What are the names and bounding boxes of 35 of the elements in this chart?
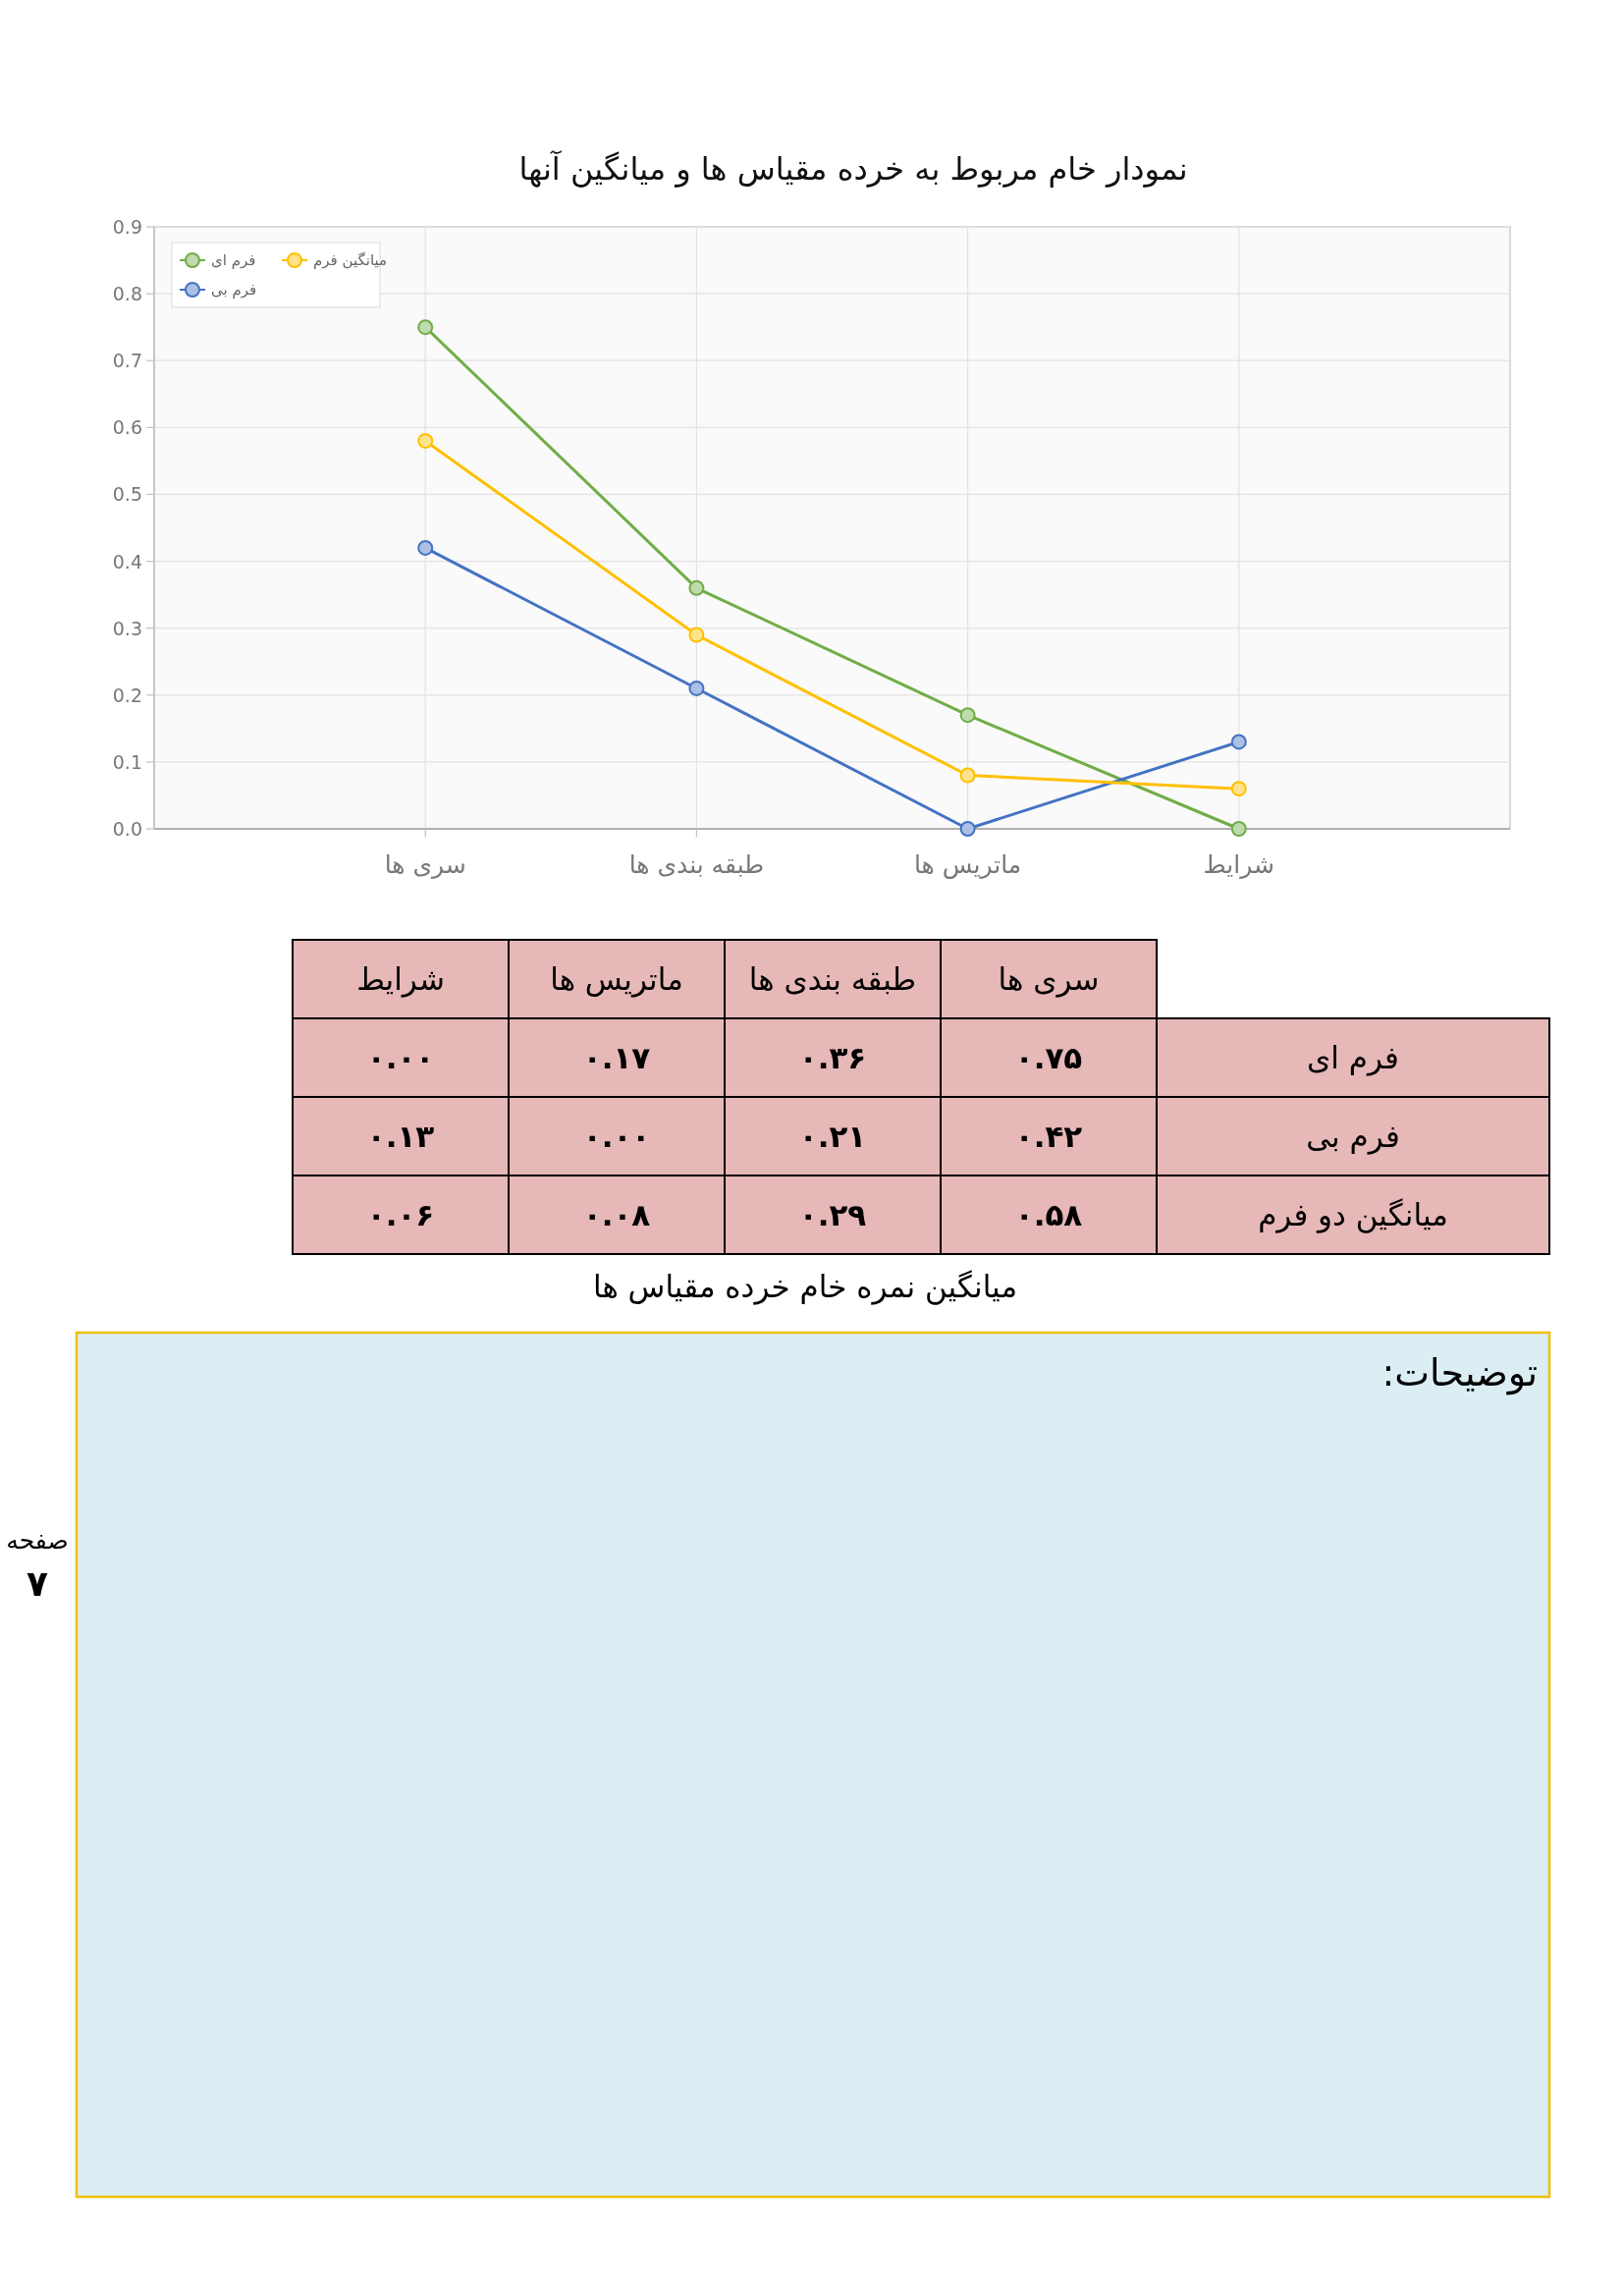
y-tick-label: 0.6 [112, 416, 142, 439]
x-tick-label: شرایط [1203, 849, 1274, 879]
point [959, 821, 976, 837]
x-tick-label: ماتریس ها [913, 849, 1022, 879]
legend-label: فرم ای [211, 251, 256, 269]
point [1230, 821, 1247, 837]
chart-title: نمودار خام مربوط به خرده مقیاس ها و میانگین آنها [518, 149, 1188, 188]
legend-label: میانگین فرم [313, 251, 388, 269]
table: سری ها طبقه بندی ها ماتریس ها شرایط فرم ای ۰.۷۵ ۰.۳۶ ۰.۱۷ ۰.۰۰ فرم بی ۰.۴۲ ۰.۲۱ ۰.۰۰ ۰.۱۳ میانگین دو فرم ۰.۵۸ ۰.۲۹ ۰.۰۸ ۰.۰۶ [292, 939, 1550, 1255]
x-tick-label: طبقه بندی ها [628, 849, 765, 879]
text: ۷ [27, 1562, 49, 1604]
y-tick-label: 0.5 [112, 483, 142, 506]
y-tick-label: 0.1 [112, 750, 142, 773]
y-tick-label: 0.4 [112, 550, 142, 573]
point [688, 579, 705, 596]
point [417, 539, 434, 556]
text: صفحه [6, 1525, 69, 1555]
point [417, 432, 434, 449]
point [688, 627, 705, 643]
y-tick-label: 0.9 [112, 216, 142, 238]
legend-label: فرم بی [211, 281, 257, 299]
y-tick-label: 0.2 [112, 683, 142, 706]
text: میانگین نمره خام خرده مقیاس ها [592, 1269, 1018, 1305]
text: توضیحات: [1381, 1351, 1538, 1395]
y-tick-label: 0.0 [112, 818, 142, 840]
point [1230, 734, 1247, 750]
point [688, 680, 705, 696]
x-tick-label: سری ها [384, 849, 466, 879]
y-tick-label: 0.3 [112, 617, 142, 639]
y-tick-label: 0.8 [112, 283, 142, 305]
point [1230, 781, 1247, 797]
y-tick-label: 0.7 [112, 350, 142, 372]
point [959, 767, 976, 784]
point [417, 319, 434, 336]
point [959, 707, 976, 724]
